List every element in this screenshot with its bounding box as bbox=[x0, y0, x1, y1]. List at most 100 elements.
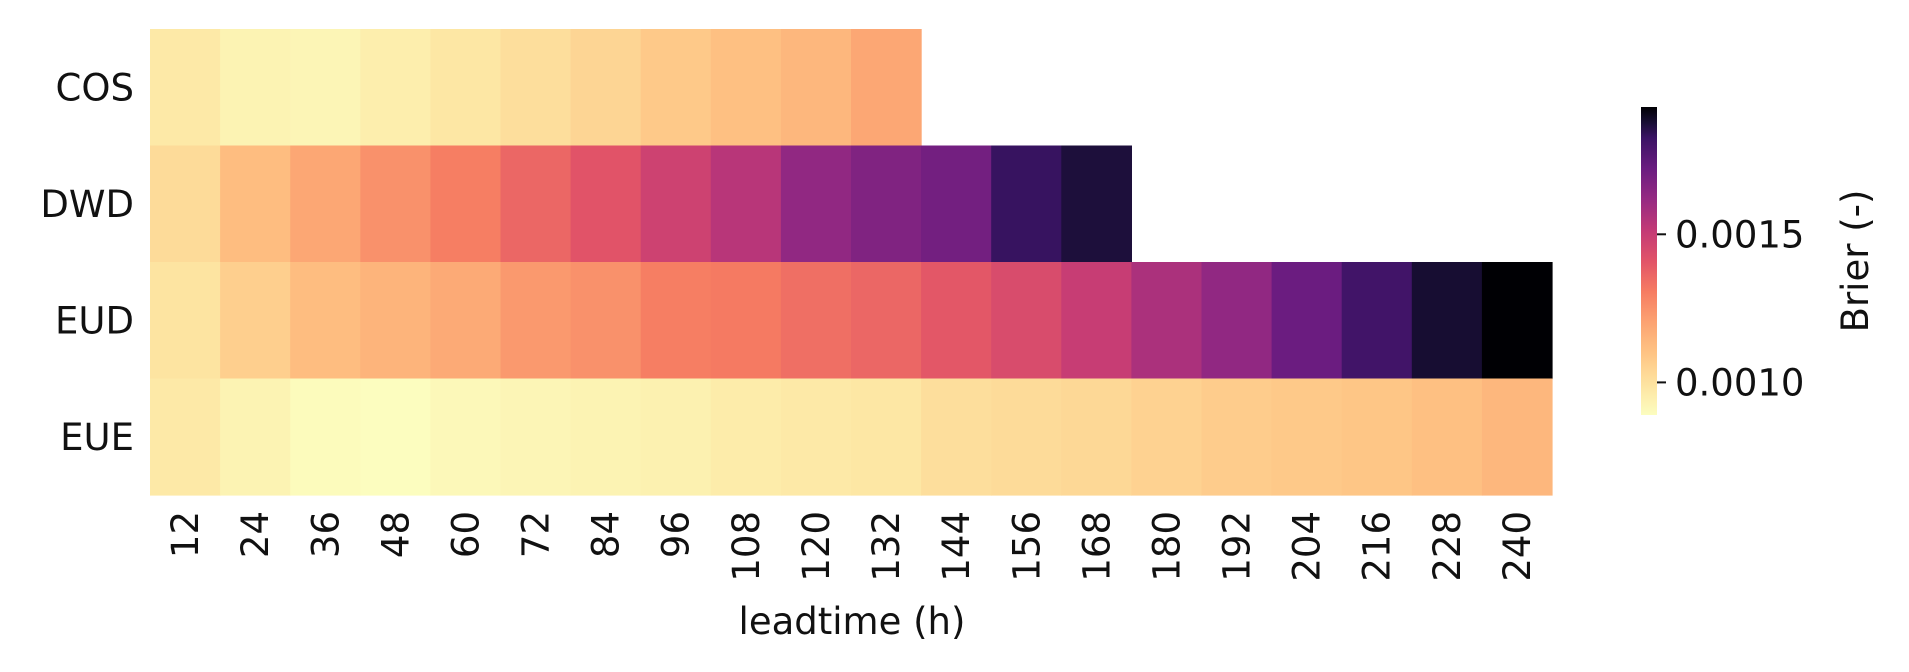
heatmap-cell-EUD-48 bbox=[360, 262, 431, 380]
x-tick-label: 36 bbox=[304, 511, 347, 558]
heatmap-cell-EUE-168 bbox=[1061, 378, 1132, 496]
y-tick-label: EUE bbox=[60, 416, 134, 459]
heatmap-cell-EUE-240 bbox=[1481, 378, 1553, 496]
heatmap-cell-EUE-96 bbox=[640, 378, 712, 496]
heatmap-cell-EUD-216 bbox=[1341, 262, 1413, 380]
heatmap-cell-COS-132 bbox=[851, 29, 922, 147]
heatmap-cell-EUD-84 bbox=[570, 262, 642, 380]
heatmap-cell-EUE-180 bbox=[1131, 378, 1203, 496]
heatmap-cell-EUE-36 bbox=[290, 378, 361, 496]
heatmap-cell-COS-108 bbox=[710, 29, 782, 147]
y-tick-labels: COS DWD EUD EUE bbox=[40, 66, 134, 459]
heatmap-cell-EUD-168 bbox=[1061, 262, 1132, 380]
heatmap-cell-EUE-84 bbox=[570, 378, 642, 496]
x-tick-label: 240 bbox=[1496, 511, 1539, 582]
heatmap-cell-EUD-12 bbox=[150, 262, 221, 380]
x-tick-label: 12 bbox=[164, 511, 207, 558]
heatmap-cell-EUD-36 bbox=[290, 262, 361, 380]
x-tick-label: 204 bbox=[1286, 511, 1329, 582]
heatmap-cell-DWD-48 bbox=[360, 145, 431, 263]
x-tick-label: 228 bbox=[1426, 511, 1469, 582]
heatmap-cell-COS-96 bbox=[640, 29, 712, 147]
heatmap-cell-DWD-12 bbox=[150, 145, 221, 263]
heatmap-cell-DWD-144 bbox=[921, 145, 992, 263]
heatmap-cell-DWD-120 bbox=[780, 145, 852, 263]
heatmap-cell-COS-12 bbox=[150, 29, 221, 147]
x-tick-label: 144 bbox=[935, 511, 978, 582]
y-tick-label: COS bbox=[56, 66, 134, 109]
x-tick-label: 72 bbox=[515, 511, 558, 558]
heatmap-cell-EUE-24 bbox=[220, 378, 291, 496]
heatmap-cell-EUD-24 bbox=[220, 262, 291, 380]
x-axis-title: leadtime (h) bbox=[739, 600, 966, 643]
heatmap-cell-EUE-216 bbox=[1341, 378, 1413, 496]
heatmap-cell-EUE-72 bbox=[500, 378, 572, 496]
colorbar-tick-label: 0.0015 bbox=[1675, 213, 1804, 256]
heatmap-cell-EUD-144 bbox=[921, 262, 992, 380]
heatmap-cell-COS-60 bbox=[430, 29, 502, 147]
heatmap-cell-EUE-156 bbox=[991, 378, 1062, 496]
colorbar-ticks: 0.0010 0.0015 bbox=[1657, 213, 1804, 404]
x-tick-label: 156 bbox=[1005, 511, 1048, 582]
heatmap-cell-EUD-96 bbox=[640, 262, 712, 380]
x-tick-label: 180 bbox=[1145, 511, 1188, 582]
heatmap-cell-DWD-108 bbox=[710, 145, 782, 263]
heatmap-cell-DWD-60 bbox=[430, 145, 502, 263]
heatmap-cell-EUE-228 bbox=[1411, 378, 1483, 496]
heatmap-cell-DWD-84 bbox=[570, 145, 642, 263]
x-tick-label: 192 bbox=[1216, 511, 1259, 582]
colorbar-tick-label: 0.0010 bbox=[1675, 361, 1804, 404]
heatmap-cell-COS-36 bbox=[290, 29, 361, 147]
heatmap-cell-EUE-192 bbox=[1201, 378, 1273, 496]
x-tick-label: 108 bbox=[725, 511, 768, 582]
heatmap-cell-DWD-36 bbox=[290, 145, 361, 263]
heatmap-cell-COS-84 bbox=[570, 29, 642, 147]
x-tick-labels: 12 24 36 48 60 72 84 96 108 120 132 144 156 168 180 192… bbox=[164, 511, 1539, 582]
heatmap-cells bbox=[150, 29, 1553, 496]
heatmap-cell-EUD-240 bbox=[1481, 262, 1553, 380]
x-tick-label: 168 bbox=[1075, 511, 1118, 582]
heatmap-cell-EUD-180 bbox=[1131, 262, 1203, 380]
heatmap-cell-EUE-204 bbox=[1271, 378, 1343, 496]
heatmap-cell-DWD-24 bbox=[220, 145, 291, 263]
heatmap-cell-EUE-132 bbox=[851, 378, 922, 496]
heatmap-cell-EUD-132 bbox=[851, 262, 922, 380]
heatmap-cell-EUD-204 bbox=[1271, 262, 1343, 380]
colorbar: 0.0010 0.0015 Brier (-) bbox=[1641, 107, 1877, 415]
heatmap-cell-EUD-72 bbox=[500, 262, 572, 380]
heatmap-cell-DWD-156 bbox=[991, 145, 1062, 263]
heatmap-cell-EUE-12 bbox=[150, 378, 221, 496]
colorbar-gradient bbox=[1641, 107, 1657, 415]
x-tick-label: 84 bbox=[585, 511, 628, 558]
heatmap-cell-COS-24 bbox=[220, 29, 291, 147]
colorbar-label: Brier (-) bbox=[1834, 190, 1877, 333]
x-tick-label: 24 bbox=[234, 511, 277, 558]
heatmap-cell-EUD-120 bbox=[780, 262, 852, 380]
heatmap-cell-COS-72 bbox=[500, 29, 572, 147]
heatmap-cell-EUD-156 bbox=[991, 262, 1062, 380]
x-tick-label: 216 bbox=[1356, 511, 1399, 582]
heatmap-cell-DWD-168 bbox=[1061, 145, 1132, 263]
heatmap-cell-COS-120 bbox=[780, 29, 852, 147]
heatmap-cell-EUE-60 bbox=[430, 378, 502, 496]
heatmap-cell-EUD-228 bbox=[1411, 262, 1483, 380]
heatmap-cell-EUE-120 bbox=[780, 378, 852, 496]
y-tick-label: DWD bbox=[40, 183, 134, 226]
x-tick-label: 60 bbox=[444, 511, 487, 558]
heatmap-cell-DWD-72 bbox=[500, 145, 572, 263]
heatmap-cell-DWD-132 bbox=[851, 145, 922, 263]
heatmap-cell-EUD-60 bbox=[430, 262, 502, 380]
heatmap-cell-EUD-108 bbox=[710, 262, 782, 380]
x-tick-label: 132 bbox=[865, 511, 908, 582]
heatmap-cell-EUE-108 bbox=[710, 378, 782, 496]
heatmap-cell-EUE-144 bbox=[921, 378, 992, 496]
x-tick-label: 96 bbox=[655, 511, 698, 558]
x-tick-label: 120 bbox=[795, 511, 838, 582]
heatmap-cell-EUD-192 bbox=[1201, 262, 1273, 380]
heatmap-cell-EUE-48 bbox=[360, 378, 431, 496]
x-tick-label: 48 bbox=[374, 511, 417, 558]
heatmap-cell-COS-48 bbox=[360, 29, 431, 147]
y-tick-label: EUD bbox=[55, 299, 134, 342]
heatmap-cell-DWD-96 bbox=[640, 145, 712, 263]
